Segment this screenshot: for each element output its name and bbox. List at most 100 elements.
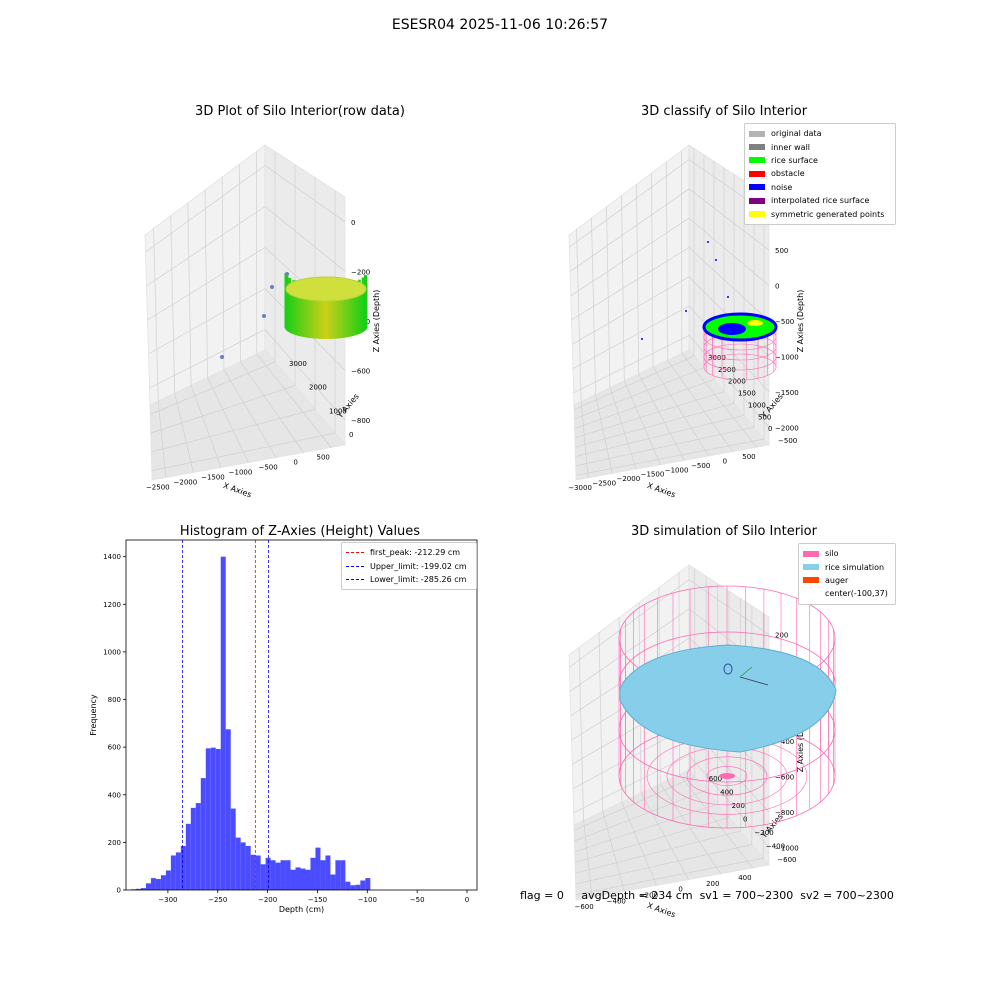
classify-noise-point [727,296,729,298]
histogram-legend: first_peak: -212.29 cm Upper_limit: -199.… [341,542,477,591]
simulation-plot-title: 3D simulation of Silo Interior [631,524,817,539]
histogram-bar [335,860,341,890]
classify-x-tick-label: −2000 [616,475,640,483]
classify-z-tick-label: −1500 [775,389,799,397]
histogram-bar [225,729,231,890]
histogram-x-tick-label: 0 [465,896,469,904]
legend-swatch [803,564,819,571]
classify-gridline [575,438,765,476]
histogram-bar [210,747,216,890]
histogram-bar [170,855,176,890]
legend-item: auger [803,574,891,587]
classify-gridline [580,401,589,478]
legend-item: Lower_limit: -285.26 cm [346,573,472,586]
legend-swatch [749,211,765,218]
sim-x-tick-label: 400 [738,874,751,882]
page-title: ESESR04 2025-11-06 10:26:57 [391,17,609,33]
sim-x-axis-label: X Axies [646,901,677,920]
histogram-bar [305,869,311,890]
sim-y-tick-label: 200 [732,802,745,810]
histogram-bar [325,855,331,890]
histogram-y-axis-label: Frequency [89,694,98,736]
histogram-bar [155,879,161,890]
sim-z-tick-label: −400 [775,738,794,746]
classify-gridline [652,367,709,457]
raw-gridline [151,409,316,453]
histogram-bar [360,880,366,890]
raw-y-tick-label: 2000 [309,384,327,392]
sim-z-tick-label: 200 [775,632,788,640]
raw-x-tick-label: 0 [293,459,297,467]
classify-z-tick-label: 0 [775,283,779,291]
raw-gridline [256,353,332,448]
legend-label: symmetric generated points [771,209,885,219]
raw-floor-pane [149,349,346,481]
raw-z-tick-label: 0 [351,219,355,227]
classify-z-tick-label: −1000 [775,353,799,361]
histogram-bar [245,845,251,890]
classify-noise-cluster [718,323,746,335]
histogram-bar [190,807,196,890]
sim-silo-model [618,585,837,829]
histogram-bar [280,860,286,890]
raw-gridline [146,206,266,287]
sim-gridline [574,803,718,853]
raw-axes-box [144,144,346,481]
classify-gridline [574,379,715,429]
raw-gridline [264,329,346,421]
classify-gridline [569,159,690,248]
classify-gridline [573,335,690,394]
legend-swatch [803,591,819,597]
classify-point-cloud [641,241,778,381]
classify-z-tick-label: 500 [775,247,788,255]
histogram-y-tick-label: 800 [108,696,121,704]
sim-center-axis [739,666,753,678]
histogram-bar [270,860,276,890]
histogram-bar [135,888,141,890]
sim-gridline [688,579,770,636]
sim-gridline [575,844,752,885]
sim-rice-surface [619,644,837,753]
histogram-bar [230,808,236,890]
histogram-y-tick-label: 200 [108,839,121,847]
raw-outlier-point [220,355,224,359]
classify-y-tick-label: −500 [778,437,797,445]
raw-z-tick-label: −200 [351,268,370,276]
classify-z-tick-label: −2000 [775,424,799,432]
raw-gridline [150,361,276,415]
legend-swatch [346,578,364,580]
raw-gridline [190,385,222,468]
raw-x-tick-label: −2500 [146,484,170,492]
classify-noise-point [685,310,687,312]
raw-outlier-point [262,314,266,318]
classify-gridline [573,355,695,411]
sim-gridline [569,608,690,692]
raw-point-cloud [220,272,368,359]
legend-label: Upper_limit: -199.02 cm [370,561,467,571]
classify-gridline [623,380,661,465]
classify-x-tick-label: −1000 [665,466,689,474]
classify-gridline [681,353,758,448]
classify-y-tick-label: 0 [768,425,772,433]
classify-gridline [688,217,770,286]
raw-gridline [145,165,266,253]
sim-y-tick-label: −400 [766,843,785,851]
raw-surface-top [285,276,367,302]
histogram-bar [200,778,206,890]
classify-gridline [595,394,613,474]
raw-gridline [148,288,266,355]
sim-y-tick-label: 600 [709,775,722,783]
sim-y-tick-label: −200 [754,829,773,837]
classify-y-tick-label: 2500 [718,366,736,374]
classify-x-tick-label: −2500 [592,479,616,487]
histogram-x-tick-label: −150 [308,896,327,904]
classify-interpolated-ring [703,343,777,371]
legend-swatch [803,550,819,557]
classify-symmetric-points [747,320,763,326]
legend-label: silo [825,549,839,559]
legend-item: obstacle [749,167,891,180]
legend-swatch [749,157,765,164]
histogram-y-tick-label: 0 [117,887,121,895]
sim-z-tick-label: −1000 [775,844,799,852]
